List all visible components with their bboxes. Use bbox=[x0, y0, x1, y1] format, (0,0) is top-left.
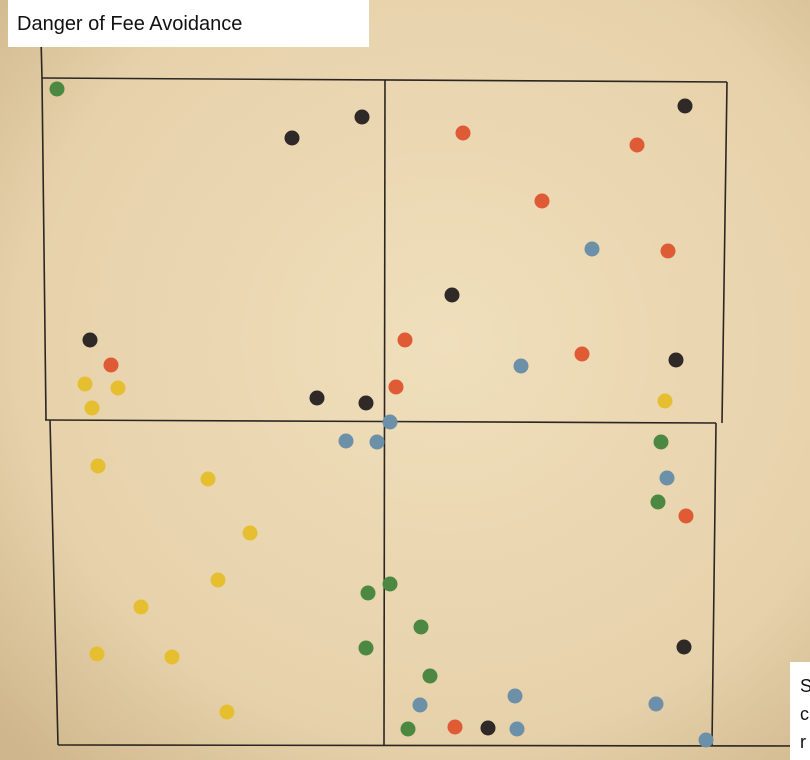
dot bbox=[413, 698, 428, 713]
dot bbox=[83, 333, 98, 348]
dot bbox=[104, 358, 119, 373]
dot bbox=[359, 641, 374, 656]
dot bbox=[661, 244, 676, 259]
page: Danger of Fee Avoidance S c r (() => { c… bbox=[0, 0, 810, 760]
dot bbox=[78, 377, 93, 392]
dot bbox=[699, 733, 714, 748]
dot bbox=[111, 381, 126, 396]
dot bbox=[370, 435, 385, 450]
dot bbox=[359, 396, 374, 411]
note-line: r bbox=[800, 732, 806, 752]
dot bbox=[90, 647, 105, 662]
dot bbox=[678, 99, 693, 114]
dot bbox=[91, 459, 106, 474]
note-line: c bbox=[800, 704, 809, 724]
dot bbox=[201, 472, 216, 487]
dot bbox=[211, 573, 226, 588]
dot bbox=[630, 138, 645, 153]
dot bbox=[423, 669, 438, 684]
dot bbox=[508, 689, 523, 704]
dot bbox=[339, 434, 354, 449]
dot bbox=[510, 722, 525, 737]
dot bbox=[514, 359, 529, 374]
dot bbox=[165, 650, 180, 665]
dot bbox=[389, 380, 404, 395]
dot bbox=[669, 353, 684, 368]
photo: Danger of Fee Avoidance S c r bbox=[0, 0, 810, 760]
dot bbox=[398, 333, 413, 348]
dot bbox=[585, 242, 600, 257]
dot bbox=[243, 526, 258, 541]
dot bbox=[679, 509, 694, 524]
dot bbox=[445, 288, 460, 303]
dot bbox=[456, 126, 471, 141]
dot bbox=[220, 705, 235, 720]
dot bbox=[677, 640, 692, 655]
dot bbox=[575, 347, 590, 362]
dot bbox=[654, 435, 669, 450]
line bbox=[384, 80, 385, 745]
dot bbox=[649, 697, 664, 712]
dot bbox=[481, 721, 496, 736]
caption: Danger of Fee Avoidance bbox=[17, 13, 242, 35]
dot bbox=[134, 600, 149, 615]
dot bbox=[660, 471, 675, 486]
dot bbox=[448, 720, 463, 735]
dot bbox=[535, 194, 550, 209]
line bbox=[58, 745, 810, 746]
dot bbox=[285, 131, 300, 146]
dot bbox=[414, 620, 429, 635]
dot bbox=[85, 401, 100, 416]
dot bbox=[658, 394, 673, 409]
dot bbox=[50, 82, 65, 97]
dot bbox=[401, 722, 416, 737]
dot bbox=[361, 586, 376, 601]
dot bbox=[355, 110, 370, 125]
dot bbox=[383, 415, 398, 430]
dot bbox=[310, 391, 325, 406]
dot bbox=[383, 577, 398, 592]
note-line: S bbox=[800, 676, 810, 696]
dot bbox=[651, 495, 666, 510]
